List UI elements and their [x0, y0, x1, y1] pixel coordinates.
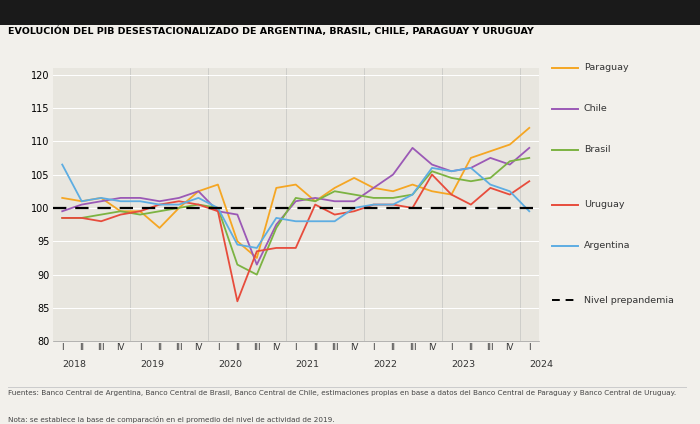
Text: 2021: 2021: [295, 360, 320, 369]
Text: Argentina: Argentina: [584, 241, 630, 250]
Text: Chile: Chile: [584, 104, 608, 113]
Text: 2022: 2022: [374, 360, 398, 369]
Text: 2020: 2020: [218, 360, 242, 369]
Text: Nota: se establece la base de comparación en el promedio del nivel de actividad : Nota: se establece la base de comparació…: [8, 416, 335, 423]
Text: Uruguay: Uruguay: [584, 200, 624, 209]
Text: Paraguay: Paraguay: [584, 63, 629, 73]
Text: Nivel prepandemia: Nivel prepandemia: [584, 296, 673, 305]
Text: 2019: 2019: [140, 360, 164, 369]
Text: 2018: 2018: [62, 360, 86, 369]
Text: EVOLUCIÓN DEL PIB DESESTACIONALIZADO DE ARGENTINA, BRASIL, CHILE, PARAGUAY Y URU: EVOLUCIÓN DEL PIB DESESTACIONALIZADO DE …: [8, 27, 534, 36]
Text: Fuentes: Banco Central de Argentina, Banco Central de Brasil, Banco Central de C: Fuentes: Banco Central de Argentina, Ban…: [8, 390, 676, 396]
Text: 2023: 2023: [452, 360, 475, 369]
Text: 2024: 2024: [529, 360, 553, 369]
Text: Brasil: Brasil: [584, 145, 610, 154]
